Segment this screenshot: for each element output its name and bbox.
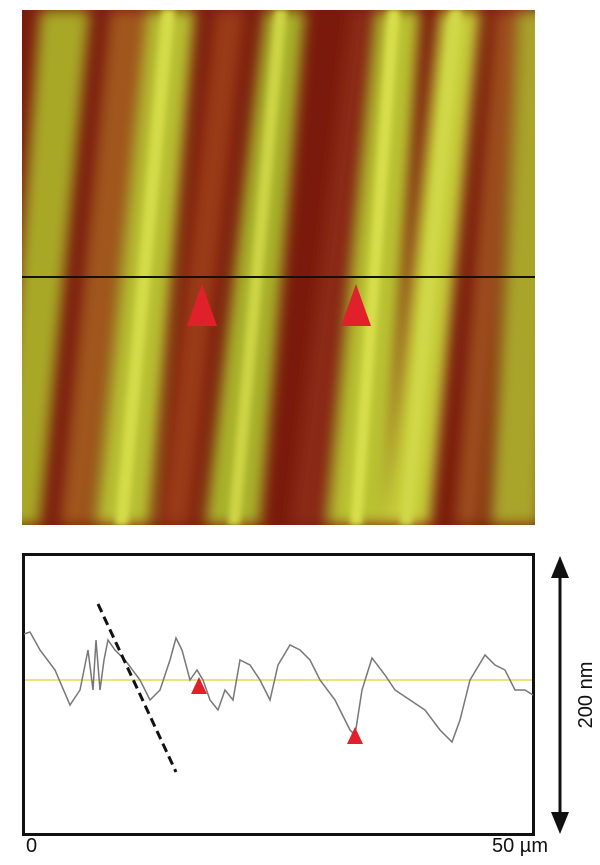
afm-image xyxy=(22,10,535,525)
x-end-label: 50 µm xyxy=(492,835,548,857)
marker xyxy=(191,677,207,694)
height-profile xyxy=(23,631,534,744)
marker xyxy=(341,284,371,326)
afm-highlights xyxy=(115,10,462,525)
x-start-label: 0 xyxy=(26,835,37,857)
marker xyxy=(347,727,363,744)
profile-frame xyxy=(22,553,535,836)
slope-line xyxy=(96,603,178,773)
arrow-head xyxy=(551,812,569,834)
arrow-head xyxy=(551,556,569,578)
marker xyxy=(187,284,217,326)
height-scale-label: 200 nm xyxy=(575,662,597,729)
